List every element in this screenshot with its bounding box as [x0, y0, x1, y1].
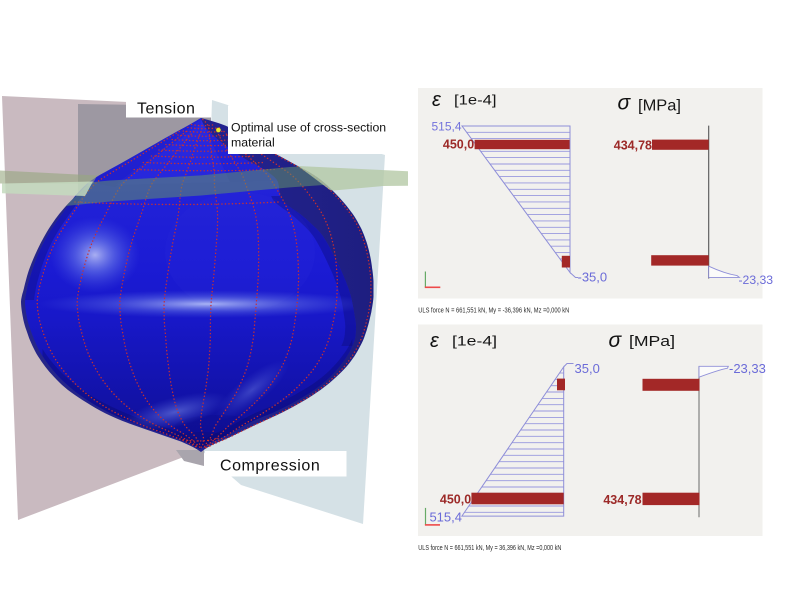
svg-text:-35,0: -35,0 [578, 270, 608, 285]
svg-text:σ: σ [618, 92, 632, 115]
svg-text:ULS force N = 661,551 kN, My =: ULS force N = 661,551 kN, My = 36,396 kN… [418, 543, 561, 552]
svg-text:Tension: Tension [137, 101, 195, 118]
svg-text:450,0: 450,0 [443, 138, 474, 152]
svg-text:-23,33: -23,33 [739, 273, 774, 287]
svg-text:material: material [231, 136, 275, 150]
svg-text:[MPa]: [MPa] [638, 98, 681, 115]
svg-text:450,0: 450,0 [440, 493, 471, 507]
svg-text:ε: ε [430, 330, 440, 352]
svg-text:[MPa]: [MPa] [629, 333, 675, 350]
svg-text:-23,33: -23,33 [729, 361, 766, 376]
svg-text:515,4: 515,4 [431, 120, 461, 134]
svg-text:515,4: 515,4 [429, 510, 462, 525]
svg-text:ε: ε [432, 89, 442, 111]
svg-text:35,0: 35,0 [575, 361, 600, 376]
svg-text:Optimal use of cross-section: Optimal use of cross-section [231, 121, 386, 135]
svg-text:ULS force N = 661,551 kN, My =: ULS force N = 661,551 kN, My = -36,396 k… [418, 306, 569, 315]
svg-text:[1e-4]: [1e-4] [452, 333, 497, 349]
svg-text:Compression: Compression [220, 458, 320, 475]
svg-text:434,78: 434,78 [603, 493, 641, 507]
svg-text:434,78: 434,78 [614, 138, 652, 152]
svg-text:σ: σ [609, 329, 623, 352]
svg-text:[1e-4]: [1e-4] [454, 93, 497, 108]
